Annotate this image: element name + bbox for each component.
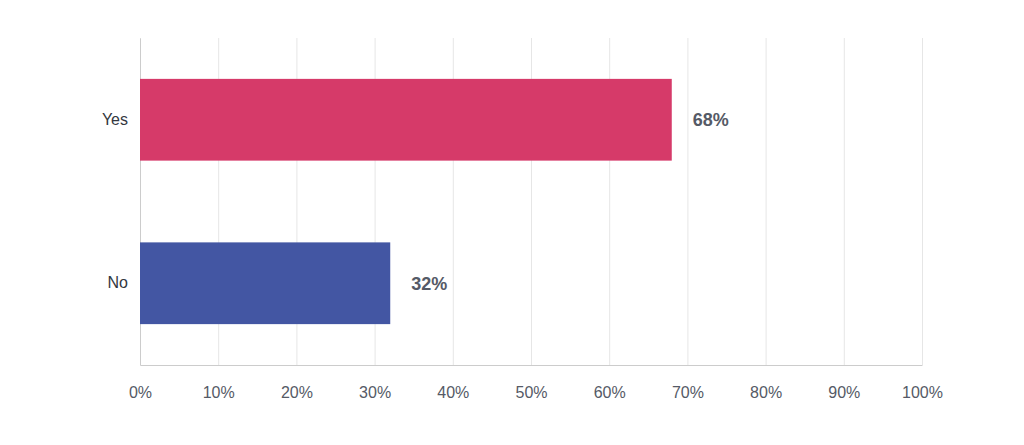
- tick-label: 50%: [515, 384, 547, 401]
- tick-label: 100%: [902, 384, 943, 401]
- tick: 90%: [828, 38, 860, 401]
- bar: [140, 242, 390, 324]
- tick: 80%: [750, 38, 782, 401]
- tick-label: 80%: [750, 384, 782, 401]
- axis-line: [141, 365, 923, 366]
- category-label: Yes: [102, 111, 128, 128]
- grid-line: [766, 38, 767, 365]
- y-axis: Yes No: [102, 39, 141, 366]
- bar: [140, 79, 672, 161]
- grid-line: [922, 38, 923, 365]
- tick-label: 20%: [281, 384, 313, 401]
- bars: [140, 79, 672, 324]
- tick: No: [108, 274, 140, 291]
- data-labels: 68% 32%: [411, 110, 729, 293]
- grid-line: [844, 38, 845, 365]
- tick: Yes: [102, 111, 140, 128]
- data-label: 68%: [693, 110, 729, 130]
- tick-label: 40%: [437, 384, 469, 401]
- data-label: 32%: [411, 274, 447, 294]
- tick-label: 10%: [203, 384, 235, 401]
- tick-label: 70%: [672, 384, 704, 401]
- grid-line: [687, 38, 688, 365]
- category-label: No: [108, 274, 129, 291]
- tick: 70%: [672, 38, 704, 401]
- x-axis: 0% 10% 20% 30% 40% 50% 60% 70% 80% 90% 100%: [129, 38, 943, 401]
- tick: 100%: [902, 38, 943, 401]
- chart: 0% 10% 20% 30% 40% 50% 60% 70% 80% 90% 100% Yes No 68…: [0, 0, 1024, 445]
- tick-label: 0%: [129, 384, 152, 401]
- tick-label: 60%: [594, 384, 626, 401]
- tick-label: 30%: [359, 384, 391, 401]
- tick-label: 90%: [828, 384, 860, 401]
